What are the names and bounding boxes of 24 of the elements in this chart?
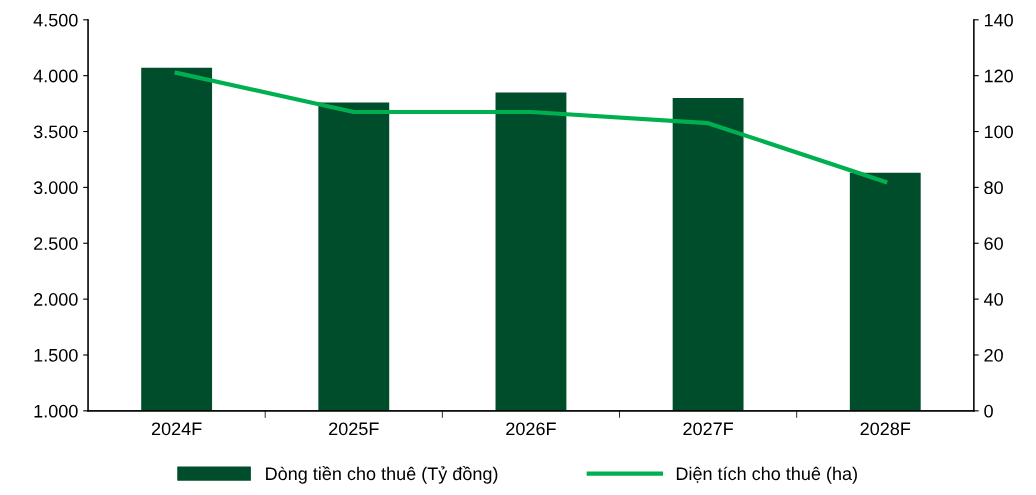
x-tick-label: 2025F	[329, 422, 379, 436]
y2-tick-label: 140	[984, 13, 1013, 27]
y2-tick-label: 20	[984, 348, 1003, 362]
x-tick-label: 2026F	[506, 422, 556, 436]
y-tick-label: 4.500	[33, 13, 78, 27]
y2-tick-label: 60	[984, 237, 1003, 250]
y-tick-label: 1.500	[34, 348, 78, 362]
y-tick-label: 1.000	[34, 404, 78, 418]
x-tick-label: 2024F	[151, 422, 202, 436]
y2-tick-label: 0	[984, 404, 993, 418]
y2-tick-label: 40	[983, 293, 1003, 306]
y2-tick-label: 120	[984, 69, 1013, 83]
y-tick-label: 3.500	[33, 125, 78, 139]
line-series	[174, 70, 888, 184]
x-tick-label: 2028F	[860, 422, 911, 436]
y2-tick-label: 80	[984, 181, 1003, 195]
y-tick-label: 2.000	[34, 293, 78, 306]
y-tick-label: 2.500	[34, 237, 78, 250]
legend-label: Diện tích cho thuê (ha)	[676, 466, 857, 484]
y-tick-label: 3.000	[33, 181, 78, 195]
y-tick-label: 4.000	[33, 69, 78, 83]
x-tick-label: 2027F	[683, 422, 733, 436]
legend-label: Dòng tiền cho thuê (Tỷ đồng)	[266, 466, 498, 484]
y2-tick-label: 100	[984, 125, 1013, 139]
